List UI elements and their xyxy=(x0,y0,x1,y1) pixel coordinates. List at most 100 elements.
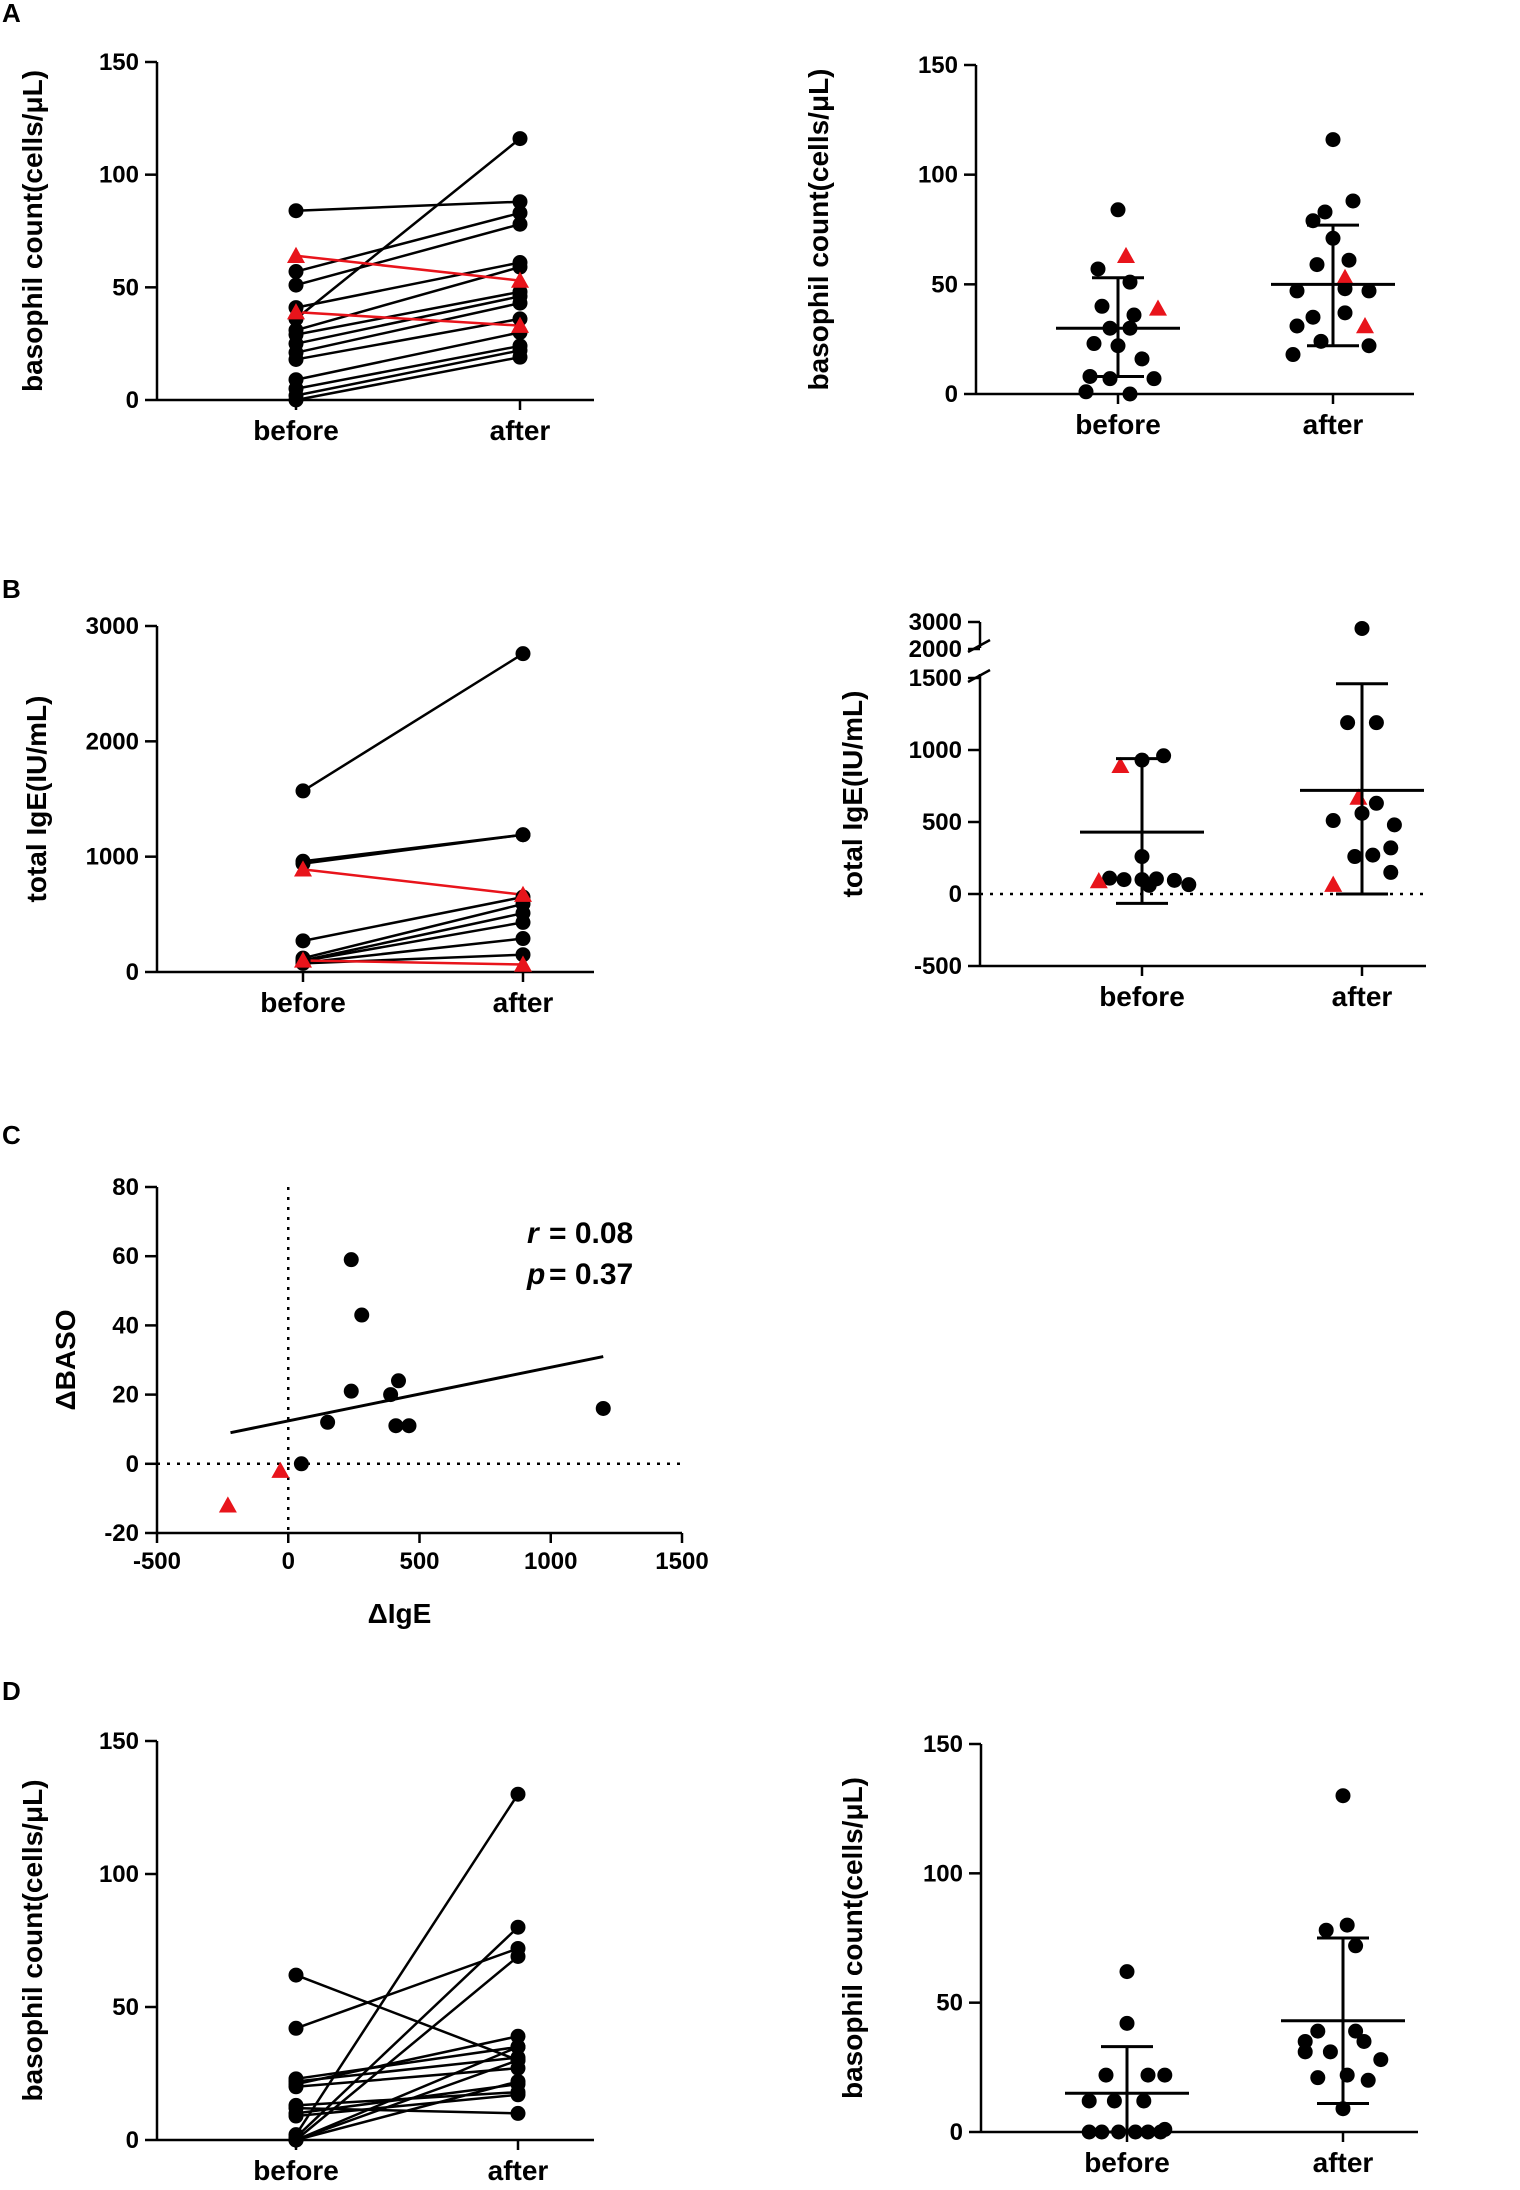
paired-line xyxy=(295,2059,519,2142)
y-tick-label: -500 xyxy=(914,953,962,980)
paired-line xyxy=(295,317,521,361)
data-point-after xyxy=(512,205,528,221)
data-point xyxy=(1086,336,1102,352)
data-point-before xyxy=(288,2108,304,2124)
data-point xyxy=(1361,338,1377,354)
y-tick-label: 2000 xyxy=(909,636,962,663)
x-category-label: after xyxy=(493,987,554,1018)
y-tick-label: 150 xyxy=(99,49,139,76)
y-tick-label: 150 xyxy=(99,1728,139,1755)
y-tick-label: 100 xyxy=(99,1861,139,1888)
paired-line xyxy=(294,1793,520,2136)
data-point xyxy=(293,1456,309,1472)
x-category-label: before xyxy=(1099,981,1185,1012)
paired-line xyxy=(302,937,524,965)
red-point-before xyxy=(287,246,305,263)
y-axis-title: total IgE(IU/mL) xyxy=(21,696,52,903)
data-point-before xyxy=(288,264,304,280)
red-point xyxy=(1324,875,1343,892)
y-tick-label: 1000 xyxy=(909,737,962,764)
y-tick-label: 0 xyxy=(126,959,139,986)
data-point-after xyxy=(512,131,528,147)
data-point xyxy=(1318,1922,1334,1938)
data-point xyxy=(1361,283,1377,299)
data-point xyxy=(1106,2093,1122,2109)
paired-line xyxy=(295,2045,519,2081)
data-point-after xyxy=(512,349,528,365)
data-point xyxy=(1098,2067,1114,2083)
panel-letter-c: C xyxy=(2,1120,21,1150)
data-point xyxy=(1116,872,1132,888)
data-point xyxy=(1090,261,1106,277)
data-point xyxy=(1094,298,1110,314)
data-point xyxy=(1356,2033,1372,2049)
data-point xyxy=(1134,351,1150,367)
data-point-after xyxy=(515,827,531,843)
panel-letter-b: B xyxy=(2,574,21,604)
data-point xyxy=(1157,2121,1173,2137)
data-point-after xyxy=(515,914,531,930)
red-point xyxy=(1117,246,1135,264)
data-point xyxy=(1345,193,1361,209)
x-category-label: after xyxy=(1303,409,1364,440)
y-tick-label: 60 xyxy=(112,1243,139,1270)
data-point xyxy=(1347,849,1363,865)
data-point xyxy=(1348,1938,1364,1954)
stat-p-label: p xyxy=(526,1258,545,1291)
data-point xyxy=(1081,2093,1097,2109)
data-point xyxy=(1181,877,1197,893)
data-point-before xyxy=(288,277,304,293)
x-category-label: after xyxy=(1332,981,1393,1012)
paired-line xyxy=(302,921,524,963)
paired-line xyxy=(295,2045,519,2142)
data-point xyxy=(1354,620,1370,636)
y-axis-title: ΔBASO xyxy=(50,1309,81,1410)
data-point-before xyxy=(288,2079,304,2095)
y-tick-label: 1500 xyxy=(909,665,962,692)
data-point xyxy=(1386,817,1402,833)
data-point xyxy=(354,1307,370,1323)
red-point-after xyxy=(511,316,529,333)
data-point xyxy=(1126,307,1142,323)
data-point xyxy=(388,1418,404,1434)
y-axis-title: total IgE(IU/mL) xyxy=(837,691,868,898)
data-point-after xyxy=(510,1786,526,1802)
x-category-label: before xyxy=(253,2155,339,2186)
paired-line xyxy=(295,349,521,397)
data-point xyxy=(1337,305,1353,321)
data-point xyxy=(1373,2052,1389,2068)
y-tick-label: 2000 xyxy=(86,728,139,755)
y-tick-label: 0 xyxy=(950,2119,963,2146)
paired-line-red xyxy=(295,310,521,327)
data-point xyxy=(1146,371,1162,387)
paired-line xyxy=(302,652,524,792)
data-point xyxy=(595,1400,611,1416)
red-point-before xyxy=(287,303,305,320)
data-point xyxy=(1348,2023,1364,2039)
y-tick-label: 100 xyxy=(918,162,958,189)
data-point xyxy=(1136,2093,1152,2109)
data-point xyxy=(1119,2015,1135,2031)
y-axis-title: basophil count(cells/μL) xyxy=(803,68,834,390)
red-point xyxy=(1089,872,1108,889)
data-point xyxy=(1082,368,1098,384)
paired-line xyxy=(295,355,521,402)
y-tick-label: 1000 xyxy=(86,844,139,871)
data-point xyxy=(1340,715,1356,731)
axis-break-mark xyxy=(967,668,991,684)
data-point xyxy=(1368,795,1384,811)
data-point-before xyxy=(288,392,304,408)
data-point-after xyxy=(510,2052,526,2068)
data-point xyxy=(1166,872,1182,888)
y-axis-title: basophil count(cells/μL) xyxy=(17,70,48,392)
y-tick-label: 0 xyxy=(126,387,139,414)
y-tick-label: 0 xyxy=(126,1451,139,1478)
x-tick-label: -500 xyxy=(133,1548,181,1575)
x-tick-label: 1000 xyxy=(524,1548,577,1575)
x-category-label: after xyxy=(490,415,551,446)
data-point-after xyxy=(515,646,531,662)
data-point xyxy=(1368,715,1384,731)
paired-line xyxy=(302,833,524,865)
data-point-after xyxy=(510,2087,526,2103)
data-point-before xyxy=(288,1967,304,1983)
